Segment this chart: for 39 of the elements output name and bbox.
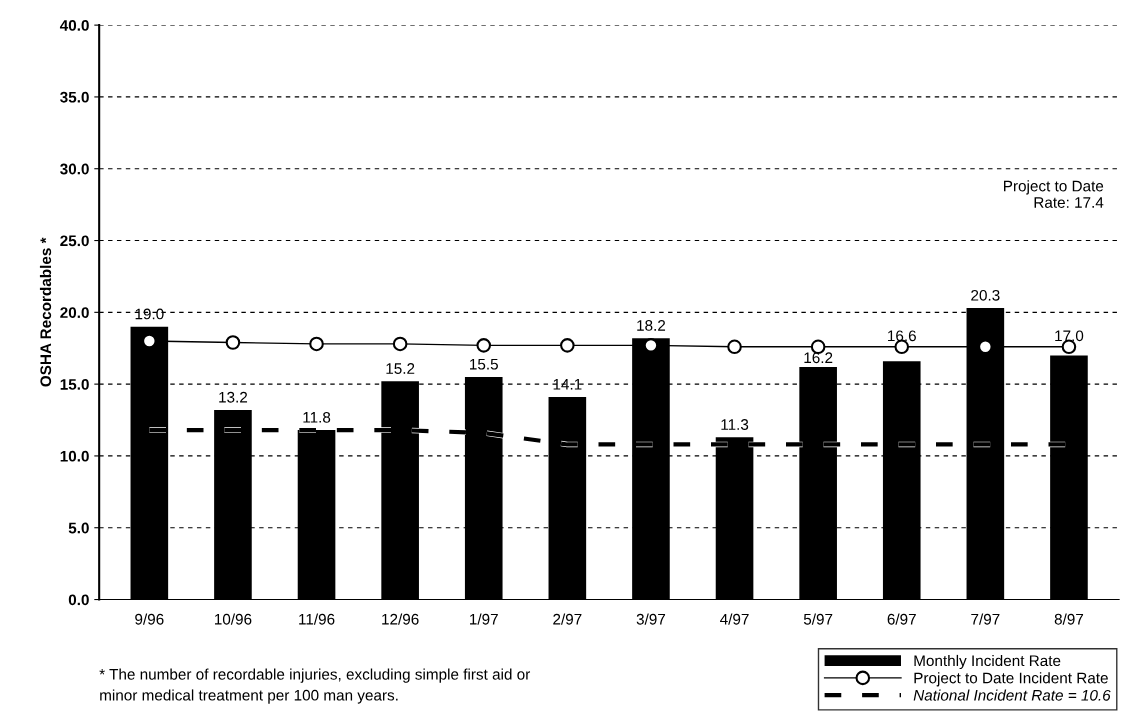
data-label: 16.2 [804, 352, 833, 364]
annotation: Project to Date Rate: 17.4 [1004, 180, 1104, 208]
legend-label: Project to Date Incident Rate [914, 672, 1108, 687]
text: * The number of recordable injuries, excluding simple first aid or minor medical treatment per 100 man years. [99, 668, 531, 704]
x-tick-label: 3/97 [636, 613, 666, 625]
y-tick-label: 0.0 [68, 594, 89, 606]
x-tick-label: 1/97 [470, 613, 498, 625]
x-tick-label: 5/97 [803, 613, 833, 625]
y-tick-label: 25.0 [60, 235, 89, 247]
legend-label: National Incident Rate = 10.6 [913, 689, 1111, 701]
data-label: 20.3 [971, 289, 1000, 301]
data-label: 15.2 [386, 363, 415, 374]
x-tick-label: 12/96 [382, 613, 419, 625]
y-tick-label: 40.0 [59, 20, 89, 31]
y-tick-label: 10.0 [60, 450, 89, 462]
x-tick-label: 4/97 [720, 613, 749, 625]
data-label: 17.0 [1055, 330, 1084, 342]
x-tick-label: 8/97 [1054, 613, 1084, 625]
y-tick-label: 35.0 [60, 91, 89, 103]
data-label: 11.3 [721, 419, 749, 430]
x-tick-label: 7/97 [971, 613, 1000, 625]
data-label: 16.6 [888, 330, 916, 342]
data-label: 19.0 [135, 308, 164, 320]
x-tick-label: 2/97 [553, 613, 582, 625]
x-tick-label: 6/97 [887, 613, 916, 625]
data-label: 11.8 [303, 411, 331, 423]
y-tick-label: 15.0 [60, 379, 89, 390]
data-label: 14.1 [553, 379, 582, 390]
x-tick-label: 9/96 [135, 613, 164, 625]
x-tick-label: 11/96 [299, 613, 335, 625]
y-axis-title: OSHA Recordables * [39, 237, 52, 387]
data-label: 18.2 [637, 320, 666, 331]
data-label: 15.5 [470, 358, 498, 370]
y-tick-label: 20.0 [60, 307, 89, 319]
legend-label: Monthly Incident Rate [914, 654, 1061, 670]
y-tick-label: 30.0 [60, 163, 89, 175]
x-tick-label: 10/96 [214, 613, 252, 625]
data-label: 13.2 [219, 391, 248, 403]
y-tick-label: 5.0 [68, 522, 89, 534]
